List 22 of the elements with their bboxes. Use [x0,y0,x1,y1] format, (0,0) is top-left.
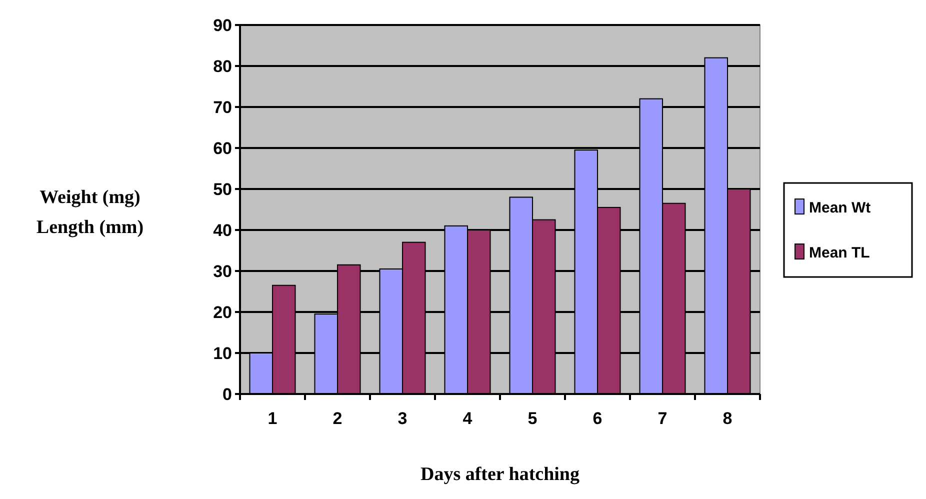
y-tick-label: 0 [222,384,232,404]
x-tick-label: 3 [398,409,408,428]
y-tick-label: 30 [213,262,232,281]
x-tick-label: 6 [592,409,602,428]
y-tick-label: 70 [213,98,232,117]
y-tick-label: 60 [213,138,232,158]
x-tick-label: 1 [268,409,278,428]
x-tick-label: 2 [332,409,342,428]
y-tick-label: 90 [213,16,232,35]
legend-label: Mean TL [809,244,870,262]
x-tick-label: 8 [722,409,732,428]
y-tick-label: 40 [213,220,232,240]
y-tick-label: 50 [213,180,232,199]
x-tick-label: 5 [528,409,538,428]
x-tick-label: 4 [462,409,473,428]
y-axis-title: Weight (mg) Length (mm) [36,187,144,238]
y-tick-label: 20 [213,302,232,322]
x-tick-label: 7 [658,409,668,428]
y-tick-label: 80 [213,56,232,76]
y-tick-label: 10 [213,344,232,363]
legend-label: Mean Wt [809,199,871,216]
x-axis-title: Days after hatching [420,464,580,485]
